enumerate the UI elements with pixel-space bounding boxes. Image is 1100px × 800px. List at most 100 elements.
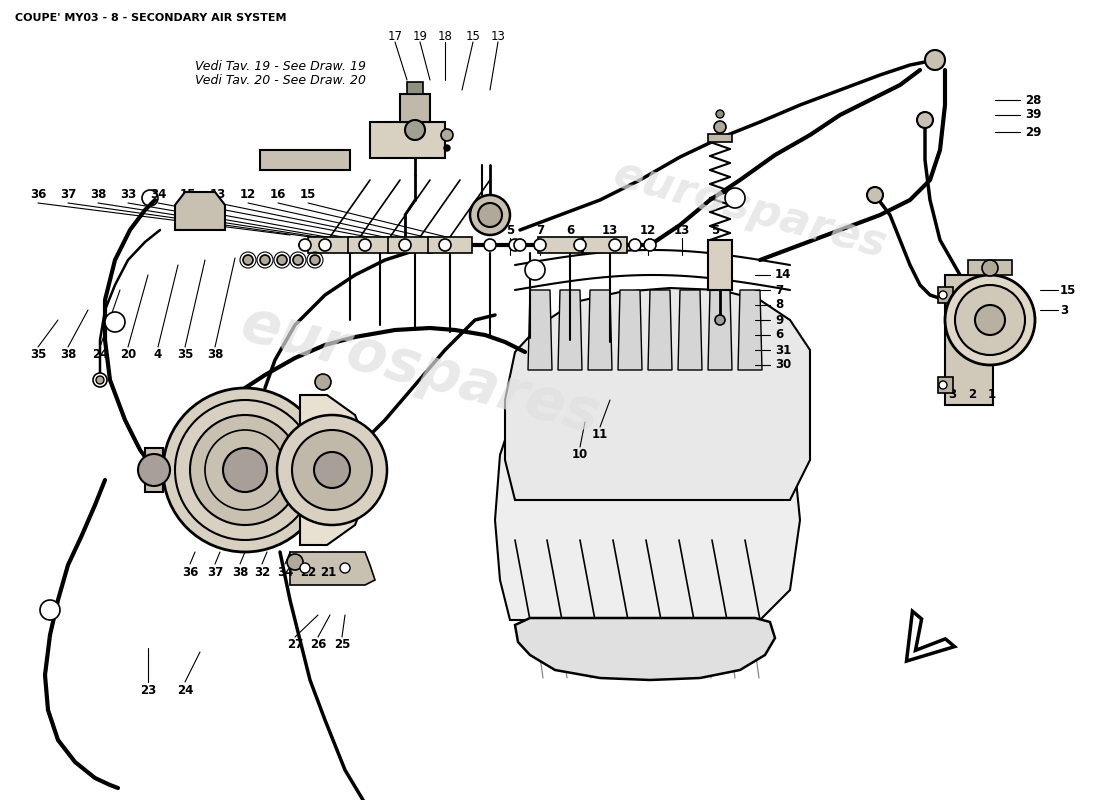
Text: 17: 17 xyxy=(387,30,403,43)
Bar xyxy=(583,237,627,253)
Circle shape xyxy=(925,50,945,70)
Text: 29: 29 xyxy=(1025,126,1042,138)
Polygon shape xyxy=(300,395,365,545)
Polygon shape xyxy=(558,290,582,370)
Text: 37: 37 xyxy=(59,189,76,202)
Circle shape xyxy=(96,376,104,384)
Bar xyxy=(538,237,582,253)
Circle shape xyxy=(243,255,253,265)
Polygon shape xyxy=(175,192,226,230)
Circle shape xyxy=(629,239,641,251)
Text: 38: 38 xyxy=(207,349,223,362)
Text: 23: 23 xyxy=(140,683,156,697)
Bar xyxy=(708,240,732,290)
Polygon shape xyxy=(738,290,762,370)
Text: 20: 20 xyxy=(120,349,136,362)
Polygon shape xyxy=(290,552,375,585)
Bar xyxy=(938,377,953,393)
Text: 6: 6 xyxy=(776,329,783,342)
Text: 10: 10 xyxy=(572,449,588,462)
Circle shape xyxy=(299,239,311,251)
Circle shape xyxy=(293,255,303,265)
Circle shape xyxy=(484,239,496,251)
Text: 27: 27 xyxy=(287,638,304,651)
Bar xyxy=(428,237,472,253)
Polygon shape xyxy=(495,335,800,620)
Text: 24: 24 xyxy=(91,349,108,362)
Circle shape xyxy=(310,255,320,265)
Circle shape xyxy=(292,430,372,510)
Polygon shape xyxy=(678,290,702,370)
Circle shape xyxy=(470,195,510,235)
Text: 22: 22 xyxy=(300,566,316,578)
Circle shape xyxy=(444,145,450,151)
Polygon shape xyxy=(145,448,163,492)
Circle shape xyxy=(955,285,1025,355)
Bar xyxy=(388,237,432,253)
Circle shape xyxy=(716,110,724,118)
Circle shape xyxy=(939,381,947,389)
Circle shape xyxy=(714,121,726,133)
Text: 18: 18 xyxy=(438,30,452,43)
Text: 11: 11 xyxy=(592,429,608,442)
Text: 1: 1 xyxy=(988,389,997,402)
Circle shape xyxy=(138,454,170,486)
Polygon shape xyxy=(906,611,955,661)
Circle shape xyxy=(478,203,502,227)
Circle shape xyxy=(441,129,453,141)
Text: 6: 6 xyxy=(565,223,574,237)
Text: 34: 34 xyxy=(150,189,166,202)
Circle shape xyxy=(399,239,411,251)
Text: 12: 12 xyxy=(640,223,656,237)
Text: 15: 15 xyxy=(179,189,196,202)
Text: 13: 13 xyxy=(602,223,618,237)
Text: 14: 14 xyxy=(776,269,791,282)
Polygon shape xyxy=(648,290,672,370)
Polygon shape xyxy=(260,150,350,170)
Circle shape xyxy=(40,600,60,620)
Text: 7: 7 xyxy=(776,283,783,297)
Bar xyxy=(348,237,392,253)
Circle shape xyxy=(574,239,586,251)
Text: Vedi Tav. 20 - See Draw. 20: Vedi Tav. 20 - See Draw. 20 xyxy=(195,74,366,87)
Text: 13: 13 xyxy=(210,189,227,202)
Circle shape xyxy=(287,554,303,570)
Circle shape xyxy=(163,388,327,552)
Text: 36: 36 xyxy=(30,189,46,202)
Polygon shape xyxy=(618,290,642,370)
Text: 8: 8 xyxy=(776,298,783,311)
Text: B: B xyxy=(46,605,54,615)
Text: 30: 30 xyxy=(776,358,791,371)
Text: 26: 26 xyxy=(310,638,327,651)
Text: Vedi Tav. 19 - See Draw. 19: Vedi Tav. 19 - See Draw. 19 xyxy=(195,61,366,74)
Text: 38: 38 xyxy=(232,566,249,578)
Text: eurospares: eurospares xyxy=(234,294,606,446)
Circle shape xyxy=(945,275,1035,365)
Circle shape xyxy=(917,112,933,128)
Circle shape xyxy=(315,374,331,390)
Circle shape xyxy=(300,563,310,573)
Circle shape xyxy=(314,452,350,488)
Text: 9: 9 xyxy=(776,314,783,326)
Text: 13: 13 xyxy=(491,30,505,43)
Polygon shape xyxy=(505,288,810,500)
Polygon shape xyxy=(588,290,612,370)
Bar xyxy=(945,275,993,405)
Circle shape xyxy=(104,312,125,332)
Text: 3: 3 xyxy=(1060,303,1068,317)
Text: COUPE' MY03 - 8 - SECONDARY AIR SYSTEM: COUPE' MY03 - 8 - SECONDARY AIR SYSTEM xyxy=(15,13,286,23)
Text: B: B xyxy=(111,317,119,327)
Text: 3: 3 xyxy=(948,389,956,402)
Text: 25: 25 xyxy=(333,638,350,651)
Text: 31: 31 xyxy=(776,343,791,357)
Text: 39: 39 xyxy=(1025,109,1042,122)
Circle shape xyxy=(982,260,998,276)
Text: 35: 35 xyxy=(177,349,194,362)
Text: 12: 12 xyxy=(240,189,256,202)
Text: 15: 15 xyxy=(1060,283,1077,297)
Text: 36: 36 xyxy=(182,566,198,578)
Circle shape xyxy=(975,305,1005,335)
Text: 35: 35 xyxy=(30,349,46,362)
Text: 34: 34 xyxy=(277,566,294,578)
Circle shape xyxy=(340,563,350,573)
